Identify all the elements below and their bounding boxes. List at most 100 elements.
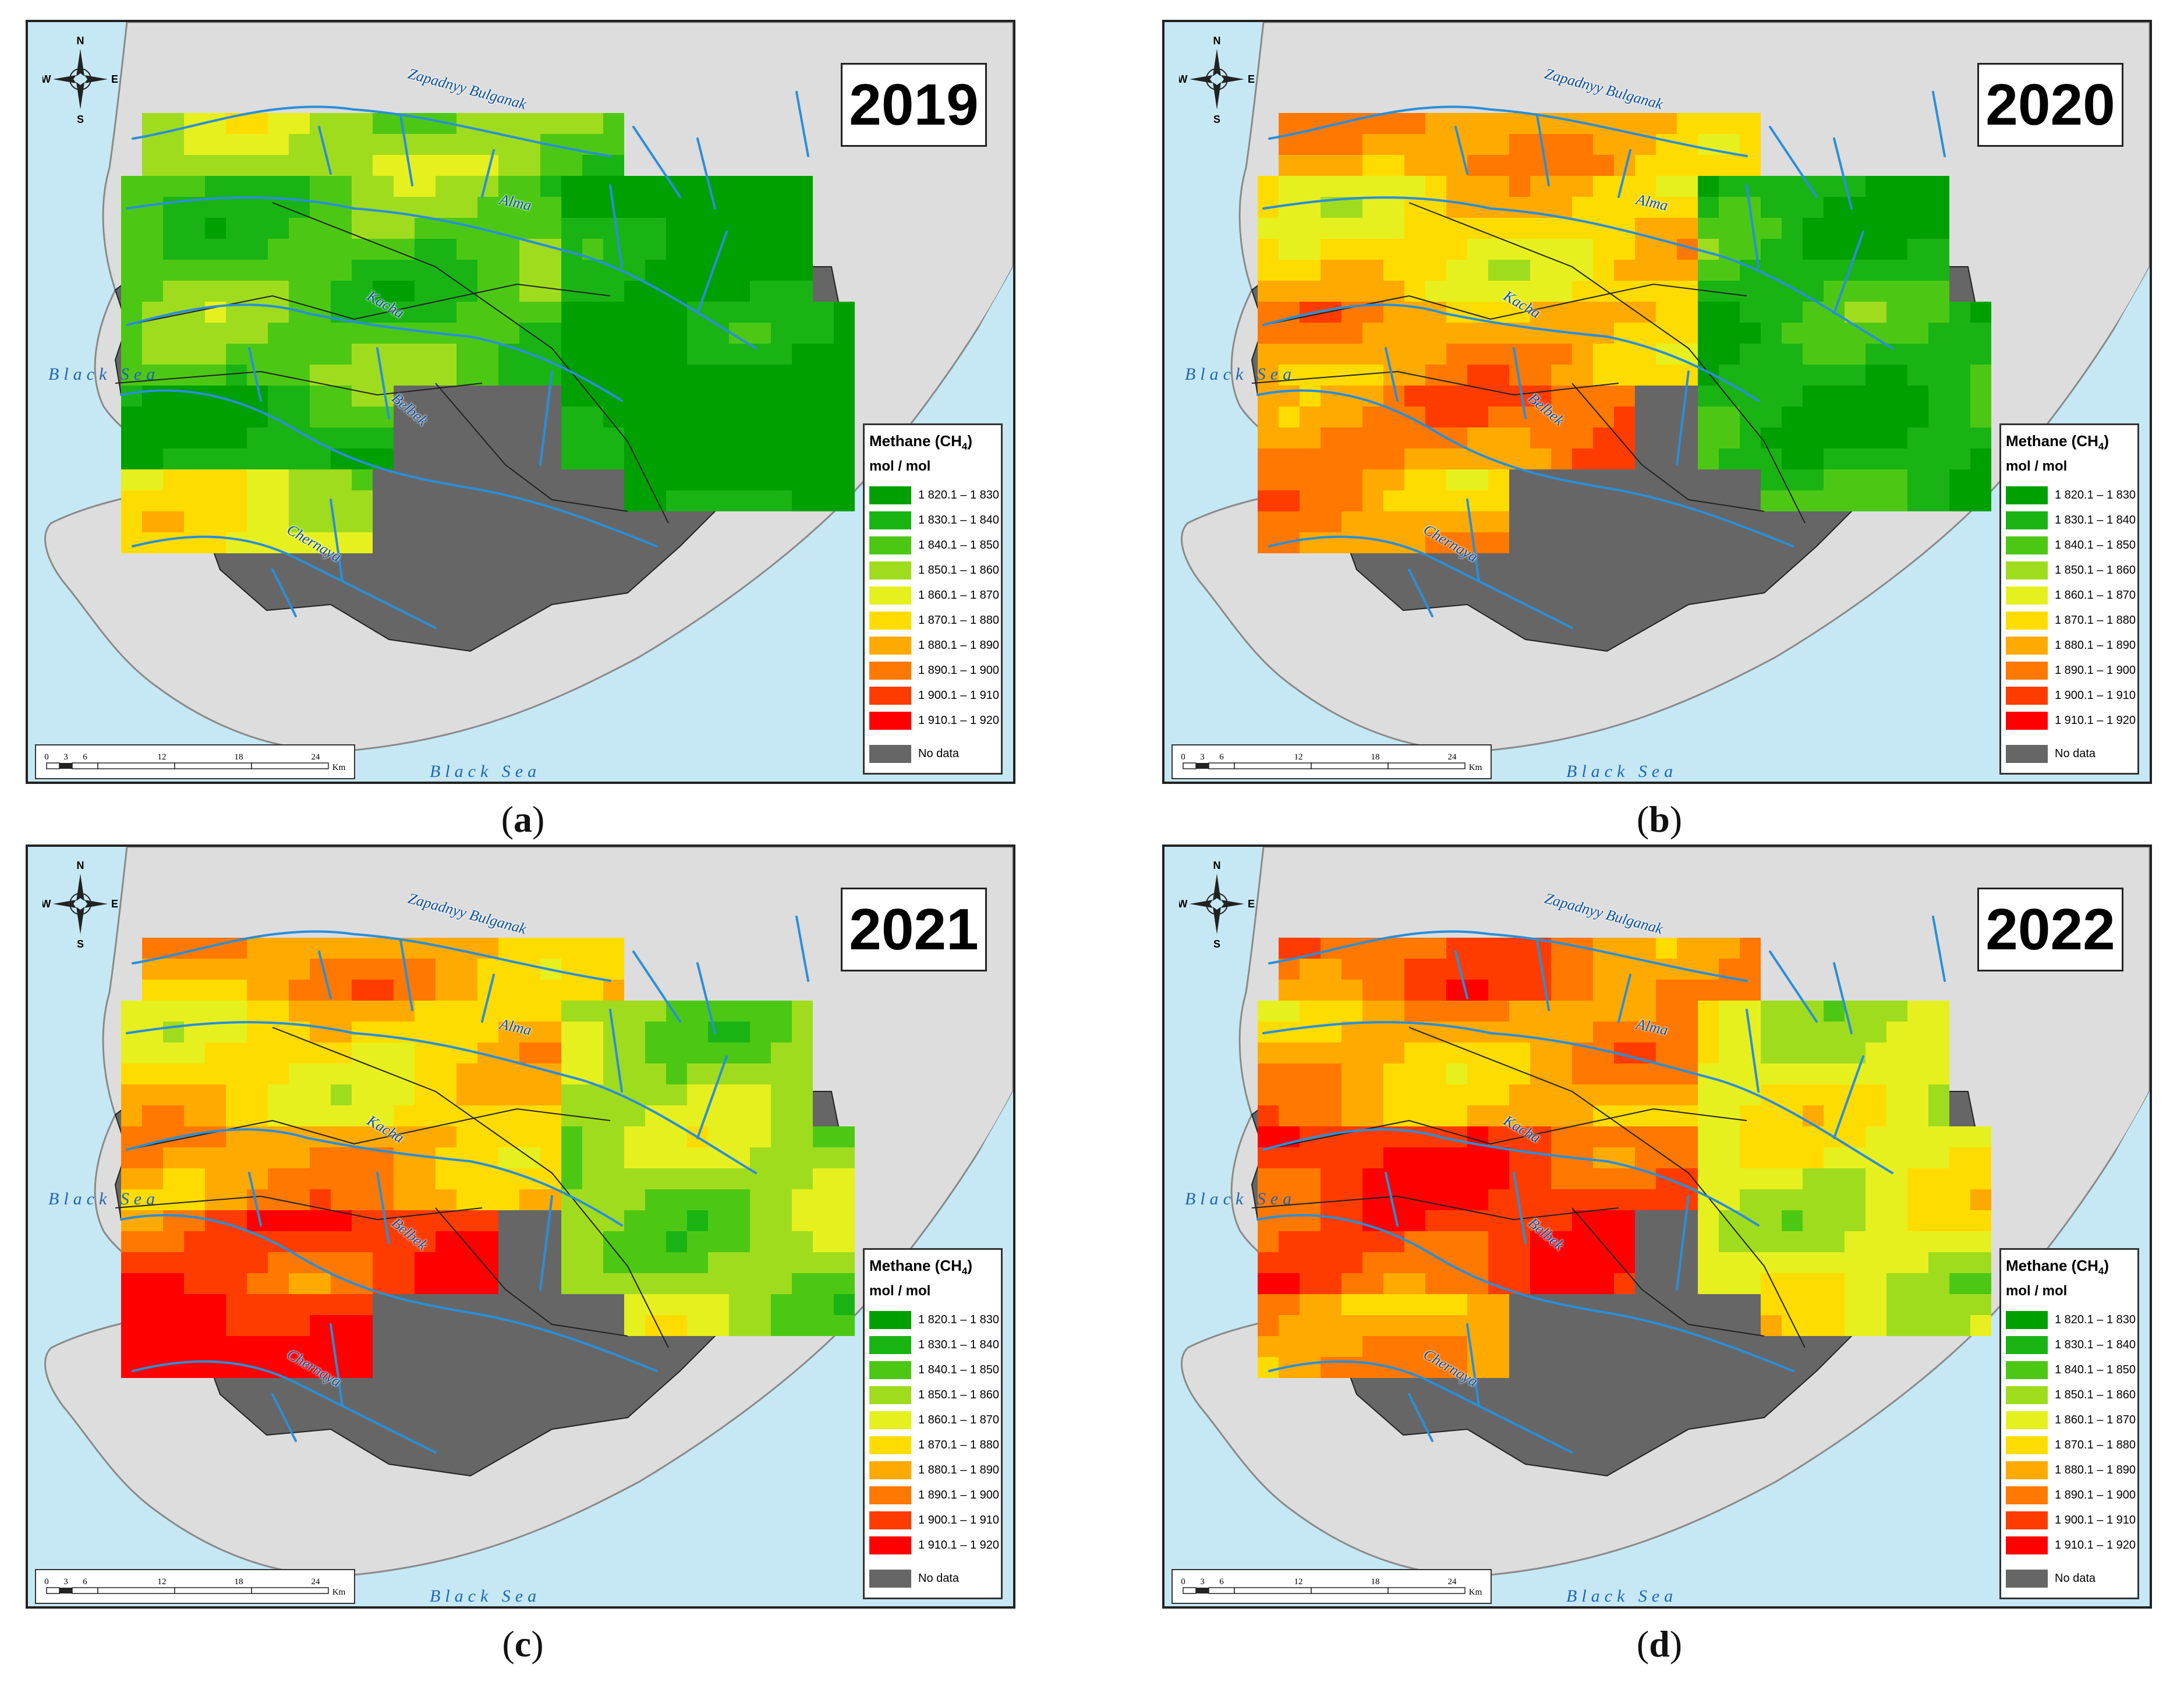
grid-cell — [708, 1126, 729, 1147]
grid-cell — [163, 134, 184, 155]
grid-cell — [247, 134, 268, 155]
legend-swatch — [2006, 662, 2048, 680]
grid-cell — [1824, 176, 1845, 197]
grid-cell — [352, 511, 373, 532]
grid-cell — [1404, 1315, 1425, 1336]
legend-swatch — [2006, 1411, 2048, 1430]
grid-cell — [268, 155, 289, 176]
grid-cell — [1530, 448, 1551, 469]
grid-cell — [519, 938, 540, 959]
grid-cell — [352, 386, 373, 407]
grid-cell — [729, 197, 750, 218]
legend-swatch — [2006, 1486, 2048, 1505]
grid-cell — [792, 469, 813, 490]
grid-cell — [1551, 1273, 1572, 1294]
grid-cell — [1467, 1063, 1488, 1084]
grid-cell — [1488, 1147, 1509, 1168]
grid-cell — [1279, 1273, 1300, 1294]
grid-cell — [289, 1210, 310, 1231]
grid-cell — [1404, 469, 1425, 490]
grid-cell — [1970, 1231, 1991, 1252]
grid-cell — [205, 1357, 226, 1378]
grid-cell — [834, 490, 855, 511]
grid-cell — [750, 218, 771, 239]
grid-cell — [708, 1168, 729, 1189]
grid-cell — [687, 448, 708, 469]
grid-cell — [163, 1231, 184, 1252]
grid-cell — [1279, 938, 1300, 959]
grid-cell — [289, 1147, 310, 1168]
grid-cell — [561, 1043, 582, 1063]
grid-cell — [1258, 407, 1279, 427]
grid-cell — [1258, 1294, 1279, 1315]
grid-cell — [456, 134, 477, 155]
grid-cell — [456, 1001, 477, 1022]
river-alma — [126, 196, 757, 349]
grid-cell — [163, 511, 184, 532]
grid-cell — [1782, 1189, 1803, 1210]
grid-cell — [436, 176, 456, 197]
grid-cell — [792, 407, 813, 427]
grid-cell — [477, 344, 498, 365]
grid-cell — [1572, 407, 1593, 427]
river-kacha — [1262, 303, 1760, 402]
grid-cell — [1341, 1043, 1362, 1063]
grid-cell — [1886, 448, 1907, 469]
legend-row-nodata: No data — [869, 741, 995, 766]
grid-cell — [1362, 344, 1383, 365]
grid-cell — [1509, 260, 1530, 281]
grid-cell — [1551, 1001, 1572, 1022]
grid-cell — [561, 323, 582, 344]
grid-cell — [834, 427, 855, 448]
river-tributaries — [1385, 91, 1946, 617]
grid-cell — [1677, 176, 1698, 197]
grid-cell — [1677, 938, 1698, 959]
grid-cell — [1300, 407, 1321, 427]
grid-cell — [1656, 1189, 1677, 1210]
grid-cell — [1446, 1105, 1467, 1126]
sea-label-west: Black Sea — [48, 365, 160, 384]
grid-cell — [268, 302, 289, 323]
grid-cell — [1300, 980, 1321, 1001]
grid-cell — [666, 448, 687, 469]
grid-cell — [1866, 469, 1886, 490]
grid-cell — [1509, 1001, 1530, 1022]
compass-s: S — [77, 114, 84, 125]
grid-cell — [1425, 134, 1446, 155]
grid-cell — [163, 386, 184, 407]
grid-cell — [436, 197, 456, 218]
grid-cell — [1803, 448, 1824, 469]
grid-cell — [184, 1231, 205, 1252]
grid-cell — [561, 1147, 582, 1168]
grid-cell — [1321, 1126, 1341, 1147]
grid-cell — [205, 323, 226, 344]
legend-row: 1 870.1 – 1 880 — [869, 608, 999, 633]
grid-cell — [498, 302, 519, 323]
grid-cell — [1509, 176, 1530, 197]
grid-cell — [1886, 302, 1907, 323]
grid-cell — [1782, 1273, 1803, 1294]
year-label: 2020 — [1977, 63, 2123, 147]
grid-cell — [310, 1084, 331, 1105]
grid-cell — [184, 448, 205, 469]
grid-cell — [519, 1084, 540, 1105]
map-canvas — [44, 847, 1013, 1577]
grid-cell — [331, 1252, 352, 1273]
grid-cell — [1341, 980, 1362, 1001]
grid-cell — [1886, 1043, 1907, 1063]
grid-cell — [205, 469, 226, 490]
grid-cell — [792, 176, 813, 197]
grid-cell — [750, 448, 771, 469]
grid-cell — [1907, 1084, 1928, 1105]
grid-cell — [1761, 323, 1782, 344]
grid-cell — [792, 1147, 813, 1168]
grid-cell — [687, 1147, 708, 1168]
grid-cell — [1635, 260, 1656, 281]
grid-cell — [561, 386, 582, 407]
grid-cell — [1572, 448, 1593, 469]
grid-cell — [1656, 1022, 1677, 1043]
grid-cell — [1509, 113, 1530, 134]
grid-cell — [1425, 1084, 1446, 1105]
grid-cell — [834, 1168, 855, 1189]
methane-grid — [1258, 113, 1991, 553]
